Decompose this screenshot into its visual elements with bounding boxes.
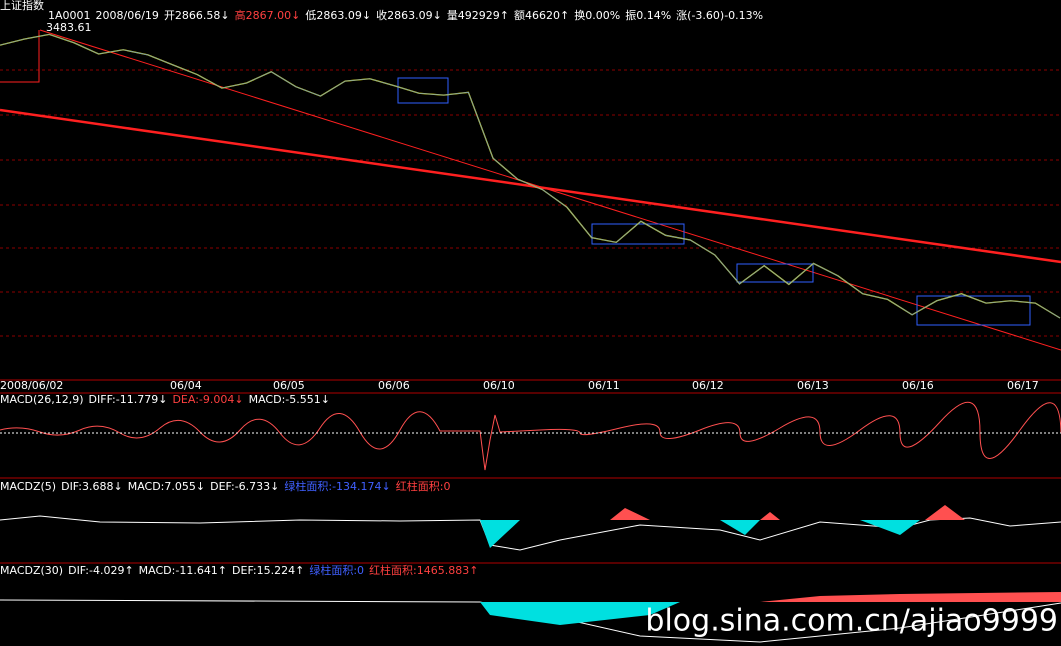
marker-line xyxy=(0,30,40,83)
peak-label: 3483.61 xyxy=(46,21,92,34)
date-label: 06/06 xyxy=(378,379,410,392)
date-label: 06/17 xyxy=(1007,379,1039,392)
info-item: 2008/06/19 xyxy=(96,9,159,22)
macdz5-red xyxy=(610,505,965,520)
info-item: 绿柱面积:-134.174↓ xyxy=(284,479,390,493)
date-label: 06/13 xyxy=(797,379,829,392)
info-item: 1A0001 xyxy=(48,9,91,22)
info-item: 额46620↑ xyxy=(514,9,569,22)
info-item: MACD:7.055↓ xyxy=(128,480,205,493)
info-item: 开2866.58↓ xyxy=(164,9,230,22)
info-item: DEF:15.224↑ xyxy=(232,564,304,577)
info-row: 1A0001 2008/06/19 开2866.58↓ 高2867.00↓ 低2863.… xyxy=(48,8,763,22)
macdz5-green xyxy=(480,520,920,548)
info-item: 红柱面积:0 xyxy=(396,479,451,493)
date-label: 06/12 xyxy=(692,379,724,392)
date-label: 06/16 xyxy=(902,379,934,392)
info-item: MACDZ(5) xyxy=(0,480,56,493)
info-item: 绿柱面积:0 xyxy=(309,563,364,577)
price-ma xyxy=(0,33,1061,319)
info-item: 涨(-3.60)-0.13% xyxy=(676,9,763,22)
info-item: 换0.00% xyxy=(574,8,620,22)
date-label: 06/11 xyxy=(588,379,620,392)
title: 上证指数 xyxy=(0,0,44,12)
info-item: MACDZ(30) xyxy=(0,564,63,577)
grid xyxy=(0,69,1061,337)
info-item: DEA:-9.004↓ xyxy=(172,393,243,406)
macdz30-green xyxy=(150,602,680,625)
macdz30-red xyxy=(760,592,1061,602)
macd-line xyxy=(0,401,1061,471)
date-label: 06/05 xyxy=(273,379,305,392)
info-row: MACDZ(5) DIF:3.688↓ MACD:7.055↓ DEF:-6.733↓… xyxy=(0,479,450,493)
info-item: MACD(26,12,9) xyxy=(0,393,84,406)
info-item: 红柱面积:1465.883↑ xyxy=(369,563,478,577)
info-item: 量492929↑ xyxy=(447,9,509,22)
info-item: 振0.14% xyxy=(625,8,671,22)
info-row: MACD(26,12,9) DIFF:-11.779↓ DEA:-9.004↓ MAC… xyxy=(0,393,330,406)
info-item: 低2863.09↓ xyxy=(305,9,371,22)
info-item: DIF:3.688↓ xyxy=(61,480,123,493)
info-item: MACD:-5.551↓ xyxy=(249,393,330,406)
date-label: 06/10 xyxy=(483,379,515,392)
info-item: 收2863.09↓ xyxy=(376,8,442,22)
trend-line xyxy=(0,108,1061,264)
info-item: 高2867.00↓ xyxy=(235,8,301,22)
date-label: 06/04 xyxy=(170,379,202,392)
info-item: DIF:-4.029↑ xyxy=(68,564,134,577)
info-item: MACD:-11.641↑ xyxy=(139,564,227,577)
date-label: 2008/06/02 xyxy=(0,379,63,392)
info-row: MACDZ(30) DIF:-4.029↑ MACD:-11.641↑ DEF:15.… xyxy=(0,563,478,577)
watermark: blog.sina.com.cn/ajiao9999 xyxy=(645,604,1058,639)
trend-line xyxy=(39,29,1061,351)
info-item: DIFF:-11.779↓ xyxy=(89,393,168,406)
info-item: DEF:-6.733↓ xyxy=(210,480,279,493)
price-line xyxy=(0,33,1061,319)
